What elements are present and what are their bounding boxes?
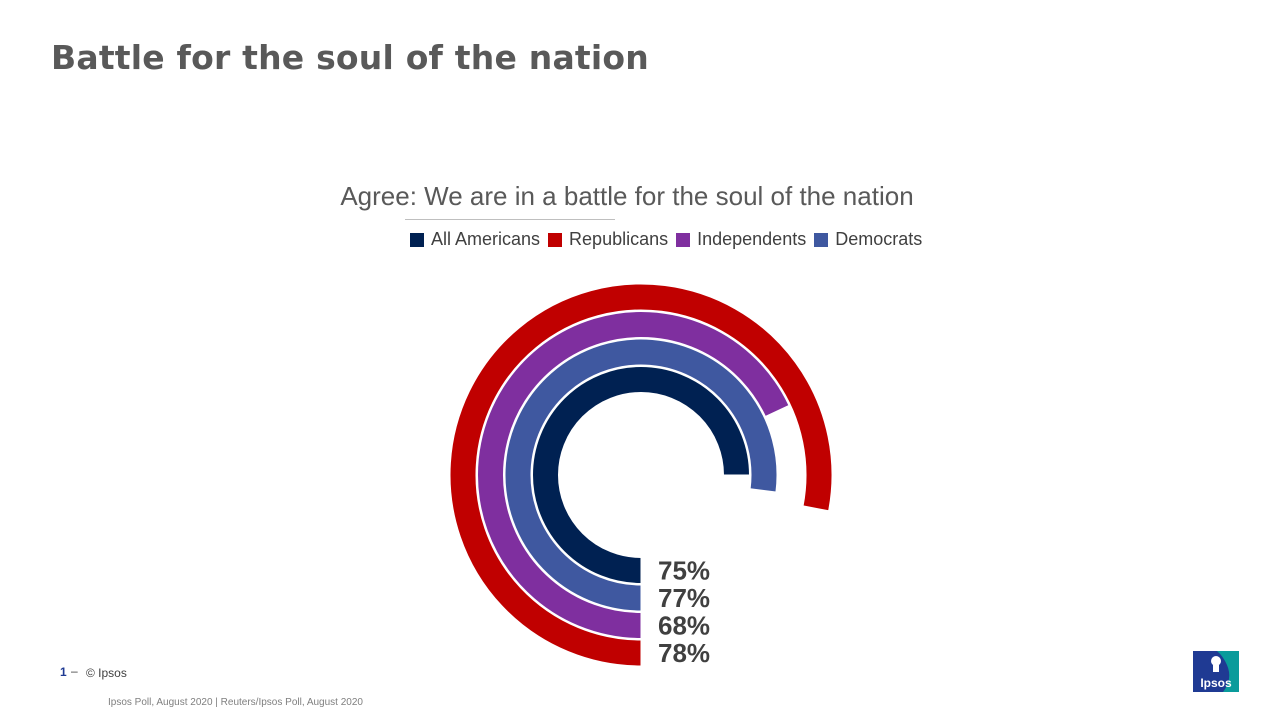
legend-item-democrats: Democrats xyxy=(814,229,922,250)
chart-legend: All Americans Republicans Independents D… xyxy=(410,229,930,250)
legend-label-democrats: Democrats xyxy=(835,229,923,249)
data-label-republicans: 78% xyxy=(658,638,710,668)
radial-bar-democrats xyxy=(504,338,778,612)
page-number: 1 xyxy=(60,665,67,679)
radial-bar-all-americans xyxy=(532,366,751,585)
legend-swatch-independents xyxy=(676,232,691,247)
chart-title: Agree: We are in a battle for the soul o… xyxy=(340,181,914,211)
legend-swatch-republicans xyxy=(548,232,563,247)
data-label-all-americans: 75% xyxy=(658,556,710,586)
radial-bar-independents xyxy=(477,311,790,640)
data-label-democrats: 77% xyxy=(658,583,710,613)
legend-label-all-americans: All Americans xyxy=(431,229,541,249)
ipsos-logo: Ipsos xyxy=(1193,651,1239,692)
footer-dash: – xyxy=(71,664,78,678)
copyright-text: © Ipsos xyxy=(86,666,127,680)
svg-text:Ipsos: Ipsos xyxy=(1200,676,1232,690)
legend-label-independents: Independents xyxy=(697,229,807,249)
legend-item-independents: Independents xyxy=(676,229,806,250)
legend-item-republicans: Republicans xyxy=(548,229,668,250)
source-note: Ipsos Poll, August 2020 | Reuters/Ipsos … xyxy=(108,697,363,708)
legend-swatch-all-americans xyxy=(410,232,424,247)
legend-swatch-democrats xyxy=(814,232,829,247)
radial-bar-republicans xyxy=(449,283,833,667)
legend-label-republicans: Republicans xyxy=(569,229,669,249)
title-divider xyxy=(405,219,615,220)
data-label-independents: 68% xyxy=(658,611,710,641)
slide-title: Battle for the soul of the nation xyxy=(51,38,649,77)
legend-item-all-americans: All Americans xyxy=(410,229,540,250)
